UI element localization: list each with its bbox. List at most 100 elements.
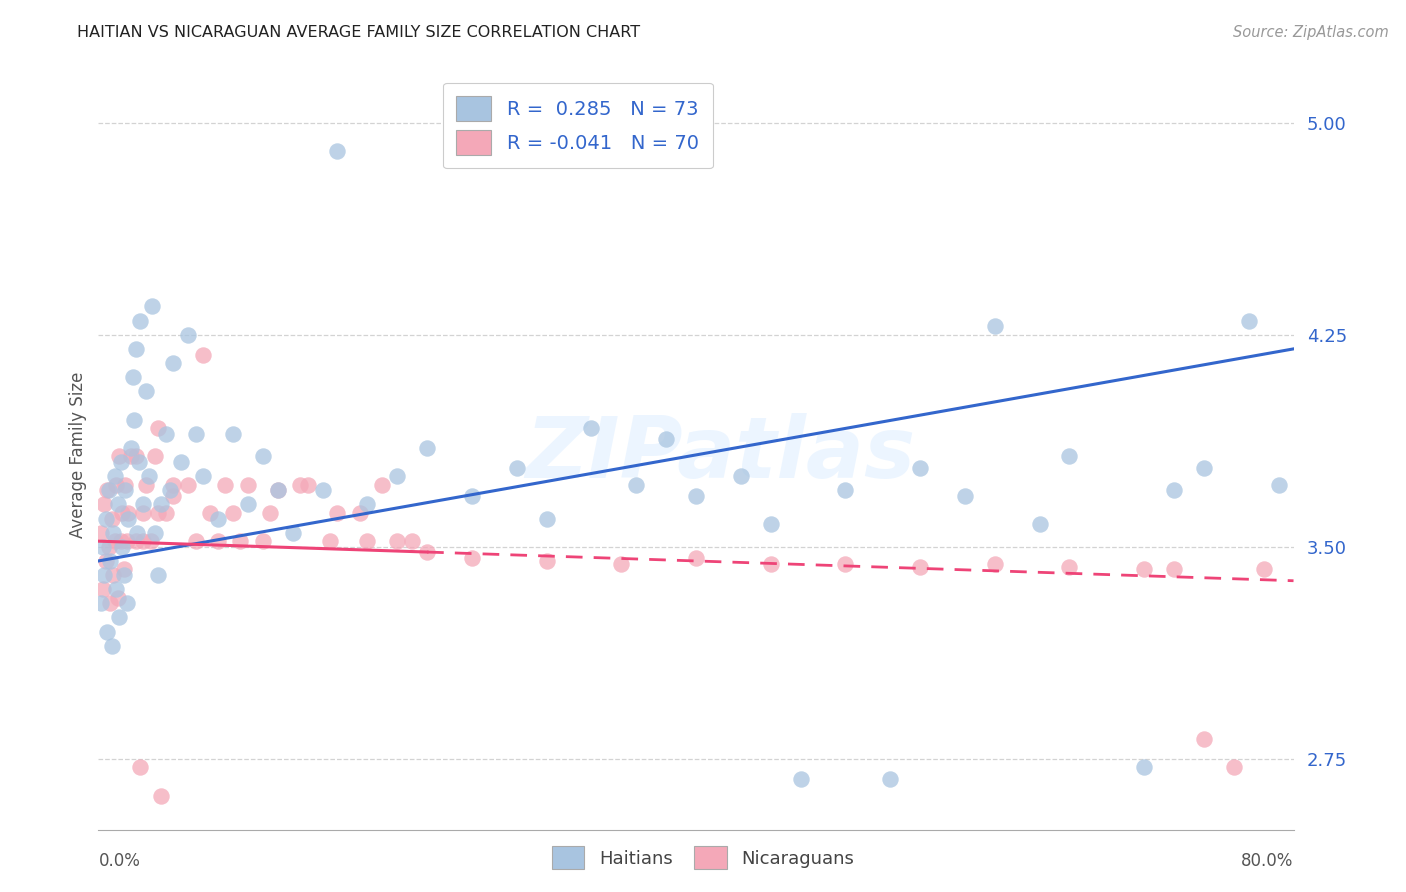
Point — [908, 460, 931, 475]
Point — [105, 477, 128, 491]
Point — [127, 525, 149, 540]
Point — [759, 557, 782, 571]
Point — [169, 455, 191, 469]
Point — [191, 469, 214, 483]
Point — [124, 412, 146, 426]
Point — [112, 568, 135, 582]
Point — [115, 596, 138, 610]
Point — [177, 477, 200, 491]
Point — [908, 559, 931, 574]
Point — [953, 489, 976, 503]
Legend: R =  0.285   N = 73, R = -0.041   N = 70: R = 0.285 N = 73, R = -0.041 N = 70 — [443, 82, 713, 169]
Point — [120, 441, 142, 455]
Point — [112, 562, 135, 576]
Point — [222, 506, 245, 520]
Point — [107, 497, 129, 511]
Point — [789, 772, 811, 786]
Point — [1163, 483, 1185, 498]
Point — [536, 554, 558, 568]
Point — [267, 483, 290, 498]
Point — [385, 469, 409, 483]
Point — [98, 554, 122, 568]
Point — [115, 534, 138, 549]
Point — [108, 610, 131, 624]
Point — [655, 433, 678, 447]
Point — [461, 551, 484, 566]
Point — [143, 525, 166, 540]
Point — [252, 450, 274, 464]
Point — [371, 477, 394, 491]
Point — [162, 477, 184, 491]
Point — [110, 534, 132, 549]
Point — [93, 497, 115, 511]
Point — [159, 483, 181, 498]
Legend: Haitians, Nicaraguans: Haitians, Nicaraguans — [543, 838, 863, 879]
Point — [96, 483, 118, 498]
Point — [1192, 732, 1215, 747]
Point — [1192, 460, 1215, 475]
Point — [93, 568, 115, 582]
Point — [311, 483, 333, 498]
Point — [1133, 562, 1156, 576]
Y-axis label: Average Family Size: Average Family Size — [69, 372, 87, 538]
Point — [114, 483, 136, 498]
Point — [288, 477, 311, 491]
Text: HAITIAN VS NICARAGUAN AVERAGE FAMILY SIZE CORRELATION CHART: HAITIAN VS NICARAGUAN AVERAGE FAMILY SIZ… — [77, 25, 641, 40]
Point — [177, 327, 200, 342]
Point — [143, 450, 166, 464]
Point — [150, 789, 173, 803]
Point — [685, 489, 707, 503]
Point — [101, 511, 124, 525]
Point — [1223, 760, 1246, 774]
Point — [132, 534, 155, 549]
Point — [626, 477, 648, 491]
Text: ZIPatlas: ZIPatlas — [524, 413, 915, 497]
Point — [1267, 477, 1289, 491]
Point — [125, 450, 148, 464]
Point — [461, 489, 484, 503]
Point — [685, 551, 707, 566]
Point — [132, 506, 155, 520]
Point — [1059, 559, 1081, 574]
Point — [132, 497, 155, 511]
Point — [581, 421, 603, 435]
Point — [214, 477, 236, 491]
Point — [97, 540, 120, 554]
Point — [103, 568, 125, 582]
Point — [97, 483, 120, 498]
Point — [101, 639, 124, 653]
Point — [984, 557, 1007, 571]
Point — [110, 455, 132, 469]
Point — [834, 483, 856, 498]
Point — [252, 534, 274, 549]
Point — [104, 534, 127, 549]
Text: 0.0%: 0.0% — [98, 852, 141, 871]
Point — [356, 497, 378, 511]
Point — [730, 469, 752, 483]
Point — [356, 534, 378, 549]
Point — [155, 506, 177, 520]
Point — [834, 557, 856, 571]
Point — [98, 596, 122, 610]
Point — [184, 534, 207, 549]
Point — [120, 450, 142, 464]
Point — [90, 596, 112, 610]
Point — [111, 506, 134, 520]
Point — [200, 506, 222, 520]
Point — [125, 342, 148, 356]
Point — [103, 525, 125, 540]
Point — [416, 545, 439, 559]
Point — [129, 760, 152, 774]
Point — [148, 568, 170, 582]
Point — [162, 356, 184, 370]
Point — [94, 511, 117, 525]
Point — [94, 554, 117, 568]
Point — [117, 506, 139, 520]
Point — [401, 534, 423, 549]
Point — [117, 511, 139, 525]
Point — [610, 557, 633, 571]
Point — [135, 384, 157, 399]
Point — [162, 489, 184, 503]
Point — [536, 511, 558, 525]
Point — [91, 540, 114, 554]
